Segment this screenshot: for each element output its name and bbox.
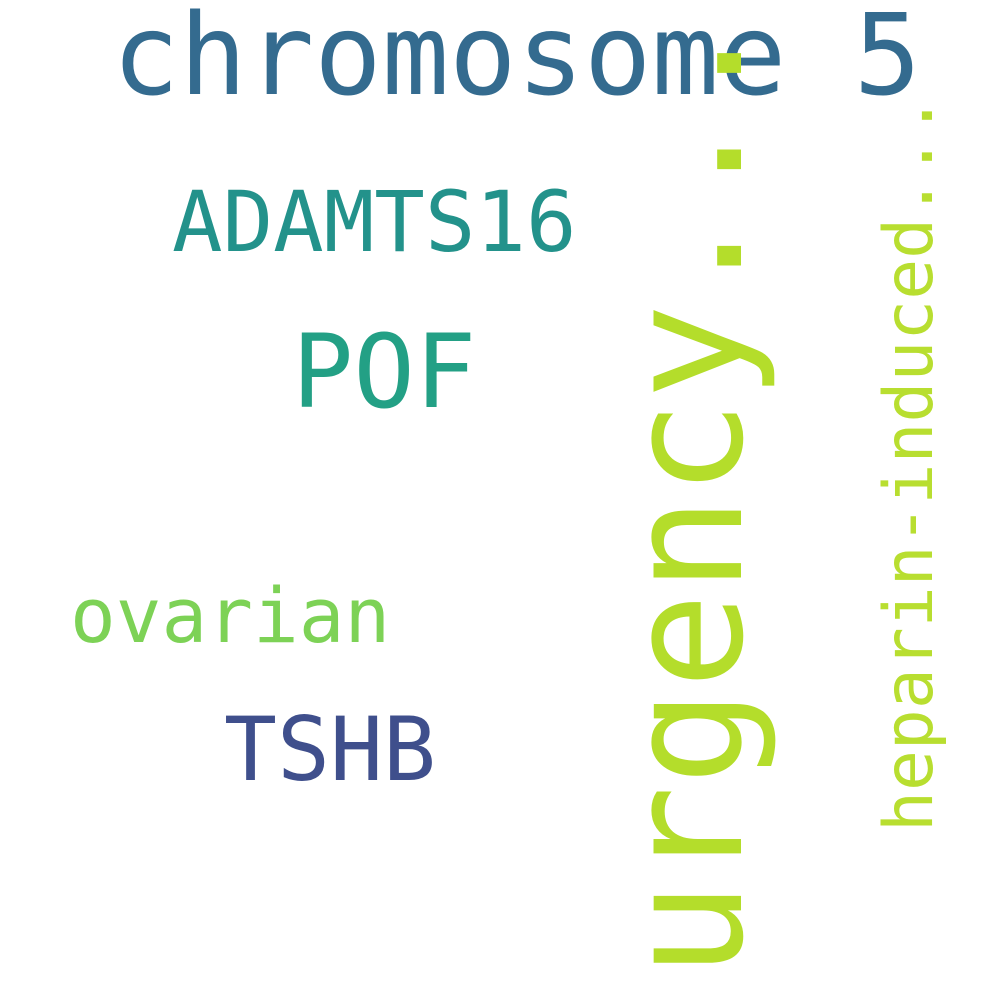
word-adamts16: ADAMTS16: [172, 173, 577, 271]
word-chromosome-5: chromosome 5: [112, 0, 922, 121]
word-urgency: urgency...: [592, 14, 779, 978]
word-heparin-induced: heparin-induced...: [870, 95, 949, 832]
word-ovarian: ovarian: [70, 571, 391, 660]
word-tshb: TSHB: [224, 698, 436, 801]
word-pof: POF: [292, 313, 477, 432]
